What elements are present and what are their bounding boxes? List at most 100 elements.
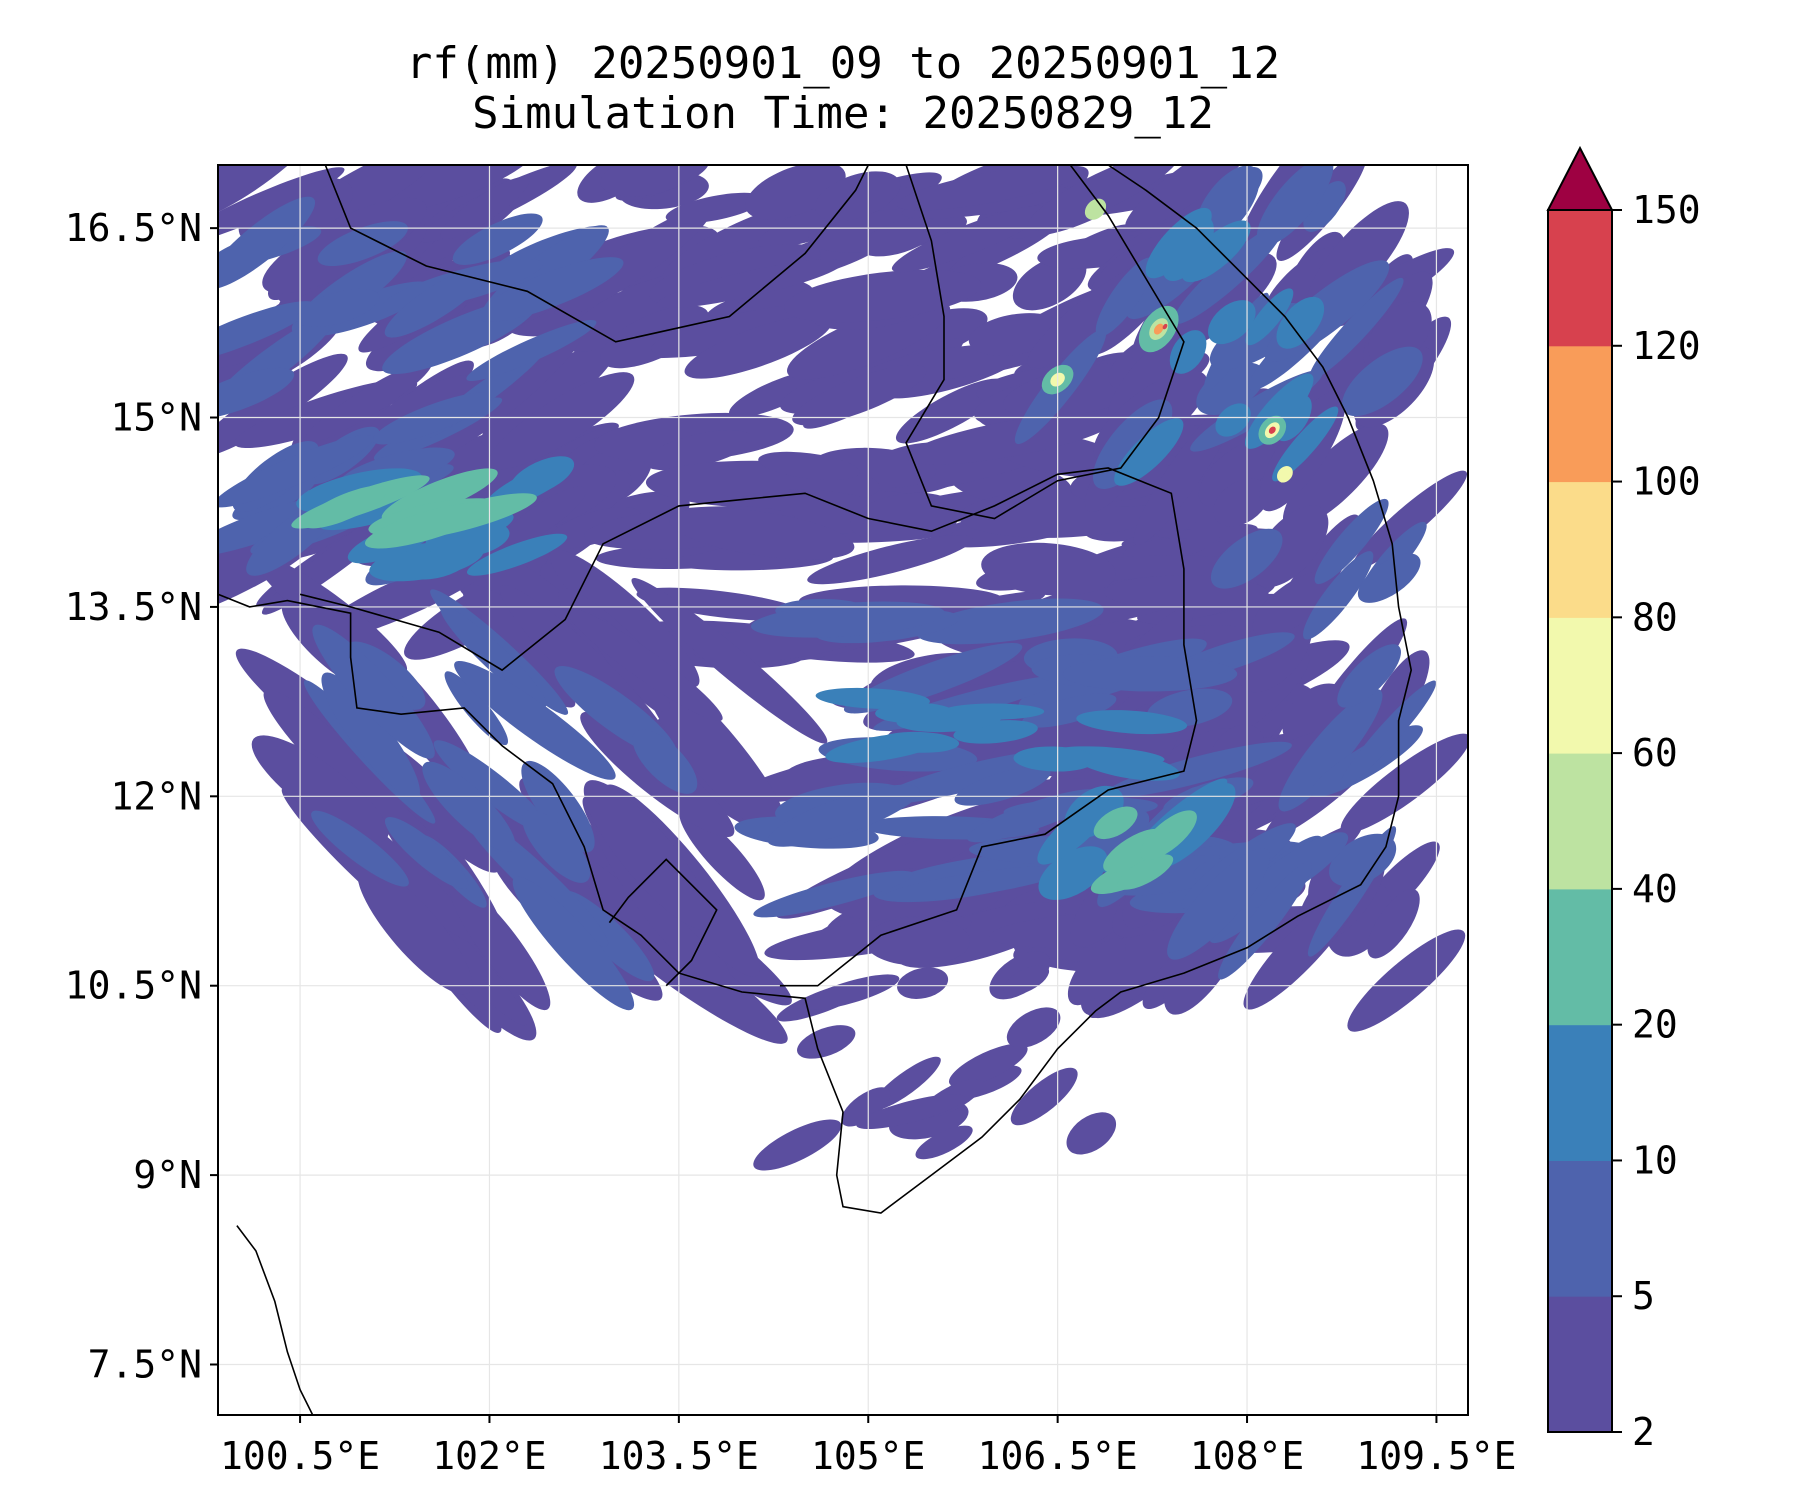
rain-cell xyxy=(218,353,348,458)
rain-cell xyxy=(1117,854,1174,890)
rain-cell xyxy=(357,865,473,995)
rain-cell xyxy=(263,689,439,859)
rain-cell xyxy=(478,257,624,322)
rain-cell xyxy=(1303,181,1346,232)
rain-cell xyxy=(1347,929,1466,1032)
rain-cell xyxy=(803,974,900,1010)
rain-cell xyxy=(1340,680,1437,788)
rain-cell xyxy=(1198,438,1275,507)
lat-tick-label: 10.5°N xyxy=(65,964,202,1008)
rain-cell xyxy=(632,729,698,794)
rain-cell xyxy=(864,917,971,966)
colorbar-tick-label: 40 xyxy=(1632,867,1678,911)
rain-cell xyxy=(1074,749,1180,781)
rain-cell xyxy=(753,870,914,918)
rain-cell xyxy=(1080,903,1197,1016)
rain-cell xyxy=(797,1025,856,1059)
rain-cell xyxy=(1092,399,1173,490)
rain-cell xyxy=(488,372,635,470)
rain-cell xyxy=(1140,810,1197,860)
rain-cell xyxy=(656,259,843,309)
rain-cell xyxy=(784,269,982,323)
rain-cell xyxy=(1215,403,1251,437)
rain-cell xyxy=(1337,644,1401,708)
lon-tick-label: 105°E xyxy=(811,1434,925,1478)
colorbar-tick-label: 100 xyxy=(1632,460,1701,504)
rain-cell xyxy=(433,740,551,834)
rain-cell xyxy=(875,702,955,724)
coastline xyxy=(905,165,1185,520)
rain-cell xyxy=(1309,277,1404,380)
lon-tick-label: 102°E xyxy=(432,1434,546,1478)
rain-cell xyxy=(466,319,597,382)
rain-cell xyxy=(444,671,509,746)
colorbar-tick-label: 150 xyxy=(1632,188,1701,232)
rain-cell xyxy=(1114,418,1184,486)
rain-cell xyxy=(1006,1007,1061,1048)
rain-cell xyxy=(509,456,575,497)
lon-tick-label: 100.5°E xyxy=(220,1434,380,1478)
rain-cell xyxy=(1329,833,1397,887)
rain-cell xyxy=(1303,551,1374,640)
colorbar-segment xyxy=(1548,210,1612,347)
rain-cell xyxy=(881,866,1068,902)
rain-cell xyxy=(1341,346,1423,417)
rain-cell xyxy=(583,780,713,930)
map-frame xyxy=(217,164,1469,1416)
rain-cell xyxy=(317,221,408,267)
rain-cell xyxy=(1084,198,1107,220)
rain-cell xyxy=(915,1125,973,1160)
lat-tick-label: 12°N xyxy=(110,774,202,818)
rain-cell xyxy=(1013,746,1096,772)
rain-cell xyxy=(1167,848,1271,960)
rain-cell xyxy=(1135,424,1323,457)
rain-cell xyxy=(384,265,490,338)
rain-cell xyxy=(906,412,1116,465)
gridlines xyxy=(218,165,1468,1415)
rain-cell xyxy=(1125,165,1261,232)
map-border xyxy=(217,164,1469,1416)
rain-cell xyxy=(841,1087,891,1127)
lat-tick-label: 15°N xyxy=(110,396,202,440)
coastline xyxy=(299,467,1198,987)
rain-cell xyxy=(366,165,535,214)
rain-cell xyxy=(1181,220,1251,283)
rain-cell xyxy=(1252,570,1336,637)
rain-cell xyxy=(750,601,945,638)
rain-cell xyxy=(1256,165,1334,246)
map-title-line2: Simulation Time: 20250829_12 xyxy=(472,88,1214,139)
rain-cell xyxy=(1038,846,1108,900)
rain-cell xyxy=(554,205,712,317)
colorbar-segment xyxy=(1548,888,1612,1026)
lat-tick-label: 7.5°N xyxy=(88,1342,202,1386)
rain-cell xyxy=(792,364,927,426)
rain-cell xyxy=(364,502,491,549)
rain-cell xyxy=(916,598,1104,645)
rain-cell xyxy=(650,303,835,355)
rain-cell xyxy=(449,881,551,1011)
rain-cell xyxy=(1225,731,1334,808)
rain-cell xyxy=(948,1043,1028,1088)
rain-cell xyxy=(218,167,345,245)
rain-cell xyxy=(1173,224,1284,325)
rain-cell xyxy=(1352,470,1467,571)
rain-cell xyxy=(600,165,694,197)
rain-cell xyxy=(850,492,956,541)
rain-cell xyxy=(1067,937,1126,1006)
rain-cell xyxy=(1012,255,1087,311)
rainfall-contours xyxy=(218,165,1468,1171)
rain-cell xyxy=(512,876,635,1011)
rain-cell xyxy=(1169,330,1207,374)
colorbar-tick-label: 10 xyxy=(1632,1138,1678,1182)
rain-cell xyxy=(565,607,723,722)
rain-cell xyxy=(644,430,753,471)
rain-cell xyxy=(440,605,547,708)
rain-cell xyxy=(312,624,435,759)
rain-cell xyxy=(1003,965,1050,996)
rain-cell xyxy=(467,533,568,576)
rain-cell xyxy=(218,301,315,364)
rain-cell xyxy=(1093,806,1138,840)
rain-cell xyxy=(1010,1067,1078,1126)
rain-cell xyxy=(729,371,824,418)
